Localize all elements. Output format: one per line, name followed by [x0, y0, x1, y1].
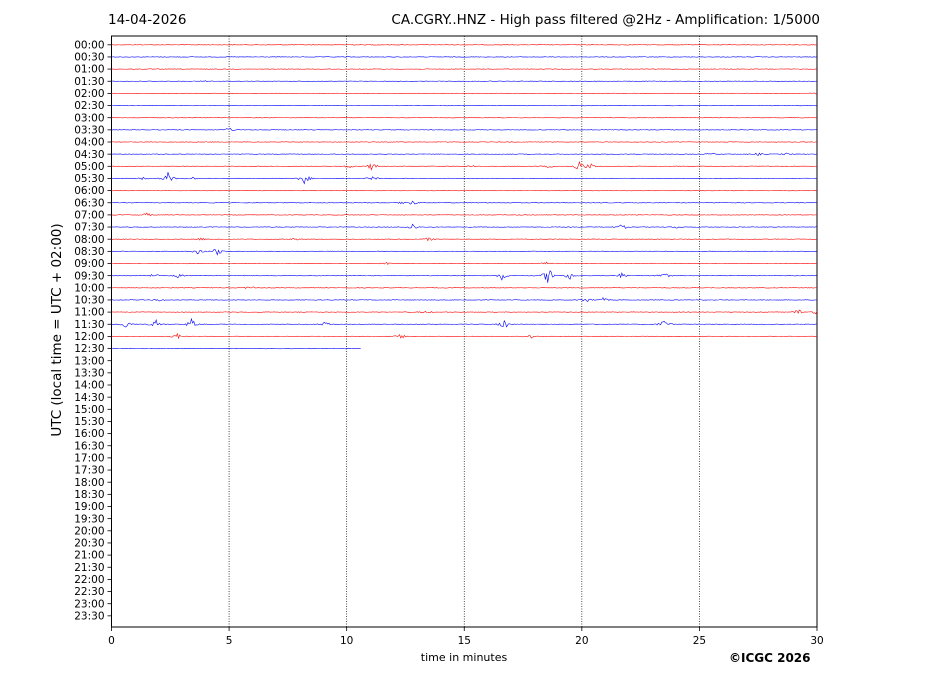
y-tick-label: 20:30 [74, 538, 104, 550]
x-tick-label: 25 [693, 635, 706, 647]
y-tick-label: 19:30 [74, 513, 104, 525]
y-tick-label: 09:00 [74, 258, 104, 270]
y-tick-label: 05:00 [74, 161, 104, 173]
y-tick-label: 04:30 [74, 149, 104, 161]
trace-row [111, 172, 818, 185]
y-tick-label: 18:30 [74, 489, 104, 501]
x-tick-label: 0 [108, 635, 115, 647]
y-tick-label: 05:30 [74, 173, 104, 185]
y-tick-label: 16:00 [74, 428, 104, 440]
y-tick-label: 12:30 [74, 343, 104, 355]
y-tick-label: 07:00 [74, 210, 104, 222]
y-tick-label: 17:00 [74, 453, 104, 465]
chart-title: CA.CGRY..HNZ - High pass filtered @2Hz -… [391, 12, 820, 28]
trace-row [111, 223, 818, 229]
y-tick-label: 18:00 [74, 477, 104, 489]
x-tick-label: 20 [575, 635, 588, 647]
y-tick-label: 19:00 [74, 501, 104, 513]
trace-row [111, 44, 818, 46]
x-tick-label: 15 [458, 635, 471, 647]
y-tick-label: 15:30 [74, 416, 104, 428]
y-tick-label: 16:30 [74, 440, 104, 452]
y-tick-label: 20:00 [74, 525, 104, 537]
trace-row [111, 317, 818, 328]
y-tick-label: 14:30 [74, 392, 104, 404]
y-tick-label: 07:30 [74, 222, 104, 234]
y-tick-label: 00:00 [74, 39, 104, 51]
y-tick-label: 11:30 [74, 319, 104, 331]
trace-row [111, 237, 818, 242]
y-tick-label: 10:00 [74, 282, 104, 294]
y-tick-label: 01:00 [74, 64, 104, 76]
date-label: 14-04-2026 [108, 12, 187, 28]
y-tick-label: 03:30 [74, 124, 104, 136]
trace-row [111, 200, 818, 205]
trace-row [111, 286, 817, 289]
y-tick-label: 06:00 [74, 185, 104, 197]
x-axis-label: time in minutes [420, 651, 508, 664]
trace-row [111, 309, 818, 315]
trace-row [111, 297, 818, 303]
trace-row [111, 80, 818, 82]
y-tick-label: 00:30 [74, 52, 104, 64]
trace-row [111, 190, 818, 192]
y-tick-label: 01:30 [74, 76, 104, 88]
y-tick-label: 12:00 [74, 331, 104, 343]
trace-row [111, 92, 818, 96]
trace-row [111, 249, 818, 256]
trace-row [111, 56, 818, 58]
trace-row [111, 212, 818, 217]
y-tick-label: 06:30 [74, 197, 104, 209]
trace-row [111, 141, 818, 143]
y-tick-label: 17:30 [74, 465, 104, 477]
y-tick-label: 08:00 [74, 234, 104, 246]
trace-row [111, 152, 818, 156]
trace-row [111, 347, 361, 350]
y-tick-label: 22:00 [74, 574, 104, 586]
trace-row [111, 160, 818, 171]
trace-row [111, 332, 818, 340]
trace-row [111, 68, 818, 70]
y-tick-label: 13:30 [74, 367, 104, 379]
trace-row [111, 270, 818, 283]
y-tick-label: 02:30 [74, 100, 104, 112]
y-tick-label: 02:00 [74, 88, 104, 100]
y-tick-label: 22:30 [74, 586, 104, 598]
x-tick-label: 10 [340, 635, 353, 647]
y-tick-label: 23:00 [74, 598, 104, 610]
y-tick-label: 14:00 [74, 380, 104, 392]
x-tick-label: 5 [226, 635, 233, 647]
y-tick-label: 23:30 [74, 610, 104, 622]
y-axis-label: UTC (local time = UTC + 02:00) [49, 223, 65, 437]
x-tick-label: 30 [810, 635, 823, 647]
trace-row [111, 104, 818, 107]
copyright-credit: ©ICGC 2026 [729, 651, 811, 665]
y-tick-label: 08:30 [74, 246, 104, 258]
y-tick-label: 21:30 [74, 562, 104, 574]
y-tick-label: 13:00 [74, 355, 104, 367]
trace-row [111, 127, 818, 131]
y-tick-label: 15:00 [74, 404, 104, 416]
trace-row [111, 117, 818, 119]
y-tick-label: 10:30 [74, 295, 104, 307]
y-tick-label: 03:00 [74, 112, 104, 124]
y-tick-label: 09:30 [74, 270, 104, 282]
y-tick-label: 11:00 [74, 307, 104, 319]
y-tick-label: 21:00 [74, 550, 104, 562]
trace-row [111, 261, 818, 266]
y-tick-label: 04:00 [74, 137, 104, 149]
